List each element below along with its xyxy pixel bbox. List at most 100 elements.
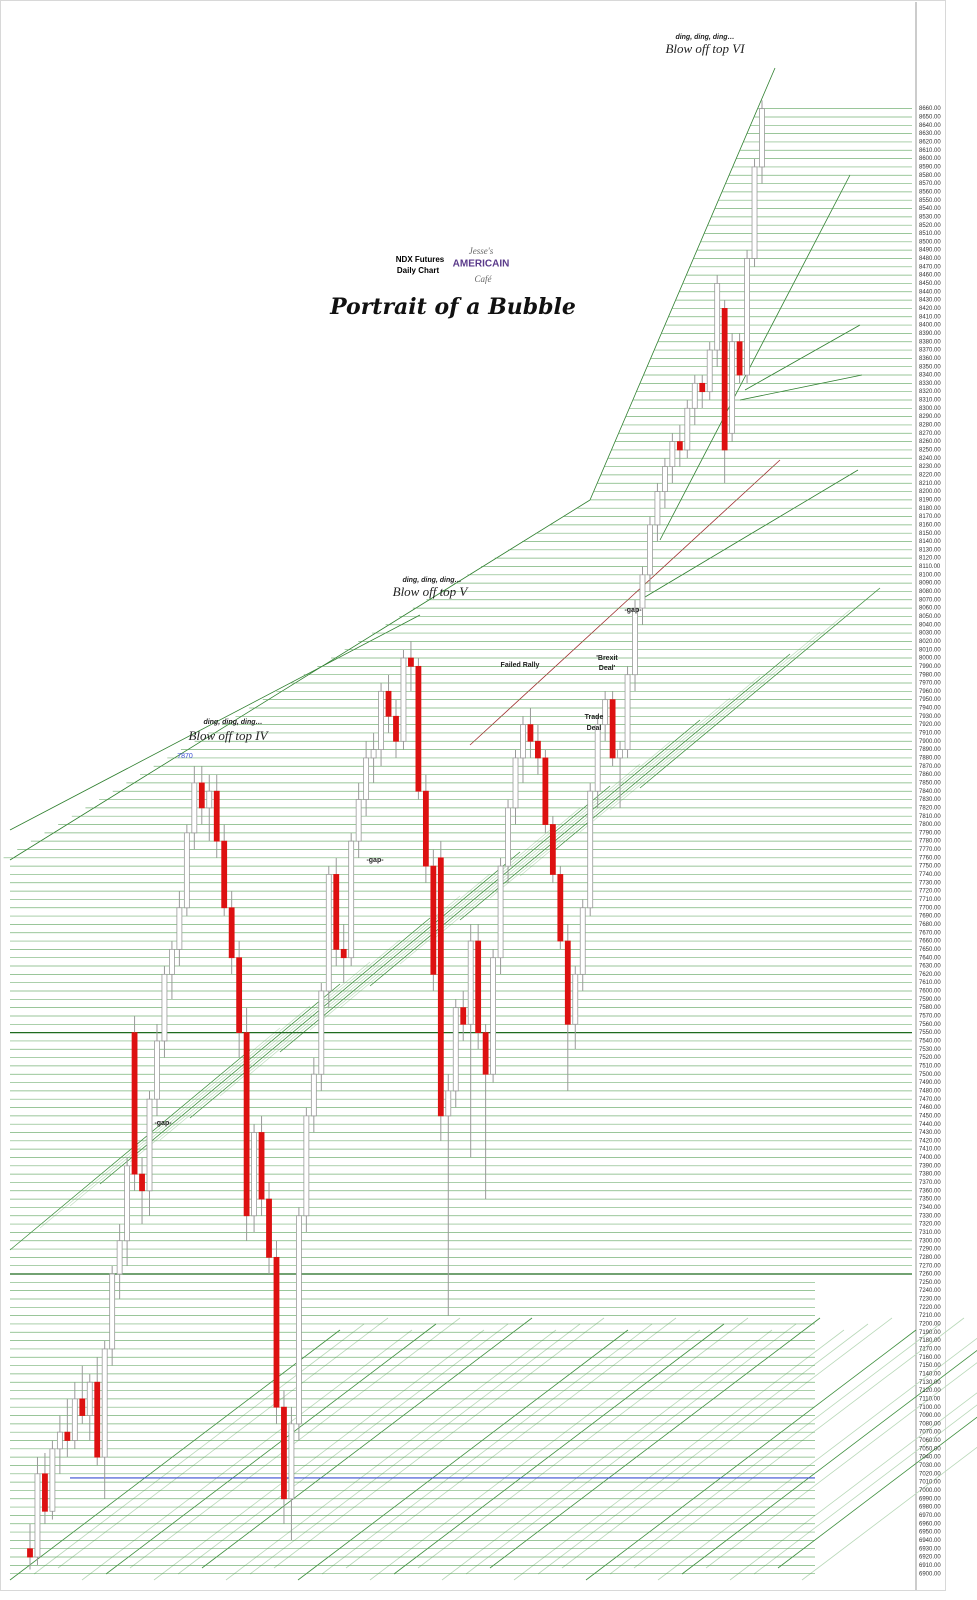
candle-body: [520, 724, 526, 759]
candle-body: [482, 1032, 489, 1075]
y-tick-label: 7280.00: [919, 1255, 941, 1261]
candle-body: [430, 865, 437, 975]
y-tick-label: 8340.00: [919, 373, 941, 379]
y-tick-label: 6990.00: [919, 1496, 941, 1502]
candle-body: [191, 782, 198, 834]
y-tick-label: 7420.00: [919, 1138, 941, 1144]
y-tick-label: 7020.00: [919, 1471, 941, 1477]
annotation: Trade: [585, 714, 604, 721]
y-tick-label: 7380.00: [919, 1172, 941, 1178]
trend-line: [9, 614, 421, 831]
annotation: 7870: [177, 753, 193, 760]
y-tick-label: 7550.00: [919, 1030, 941, 1036]
logo-text: AMERICAIN: [453, 259, 510, 270]
y-tick-label: 8130.00: [919, 547, 941, 553]
y-tick-label: 7330.00: [919, 1213, 941, 1219]
y-tick-label: 7860.00: [919, 772, 941, 778]
trend-line: [609, 609, 851, 811]
y-tick-label: 7190.00: [919, 1330, 941, 1336]
y-tick-label: 7490.00: [919, 1080, 941, 1086]
candle-body: [310, 1073, 317, 1117]
candle-body: [378, 690, 384, 750]
y-tick-label: 7060.00: [919, 1438, 941, 1444]
y-tick-label: 8560.00: [919, 189, 941, 195]
y-tick-label: 7500.00: [919, 1072, 941, 1078]
annotation: Deal': [599, 665, 616, 672]
y-tick-label: 8170.00: [919, 514, 941, 520]
y-tick-label: 8160.00: [919, 522, 941, 528]
y-tick-label: 7840.00: [919, 789, 941, 795]
trend-line: [561, 1317, 893, 1569]
y-tick-label: 7940.00: [919, 706, 941, 712]
annotation: ding, ding, ding…: [675, 34, 734, 41]
y-tick-label: 8580.00: [919, 173, 941, 179]
candle-body: [198, 782, 205, 809]
annotation: -gap-: [624, 607, 642, 614]
trend-line: [153, 1329, 485, 1581]
trend-line: [81, 1329, 413, 1581]
y-tick-label: 6970.00: [919, 1513, 941, 1519]
y-tick-label: 7970.00: [919, 681, 941, 687]
y-tick-label: 7920.00: [919, 722, 941, 728]
y-tick-label: 7650.00: [919, 947, 941, 953]
logo-text: Jesse's: [469, 246, 494, 256]
y-tick-label: 7180.00: [919, 1338, 941, 1344]
y-tick-label: 7370.00: [919, 1180, 941, 1186]
candle-body: [415, 665, 422, 792]
annotation: 'Brexit: [596, 655, 618, 662]
y-tick-label: 7400.00: [919, 1155, 941, 1161]
y-tick-label: 7590.00: [919, 997, 941, 1003]
candle-body: [124, 1165, 131, 1242]
trend-line: [657, 1337, 977, 1581]
y-tick-label: 8090.00: [919, 581, 941, 587]
candle-body: [64, 1431, 71, 1441]
candle-body: [27, 1548, 33, 1558]
annotation: ding, ding, ding…: [203, 719, 262, 726]
trend-line: [201, 1317, 533, 1569]
trend-line: [777, 1416, 977, 1569]
y-tick-label: 8360.00: [919, 356, 941, 362]
y-tick-label: 8350.00: [919, 364, 941, 370]
annotation: -gap-: [154, 1120, 172, 1127]
candle-body: [236, 957, 243, 1034]
frame: [0, 0, 946, 1591]
y-tick-label: 8420.00: [919, 306, 941, 312]
candle-body: [654, 491, 661, 526]
candle-body: [154, 1040, 160, 1100]
candle-body: [243, 1032, 250, 1217]
trend-line: [273, 1317, 605, 1569]
y-tick-label: 7890.00: [919, 747, 941, 753]
logo-text: Café: [475, 274, 493, 284]
y-tick-label: 7910.00: [919, 731, 941, 737]
trend-line: [9, 1329, 341, 1581]
candle-body: [139, 1173, 145, 1192]
y-tick-label: 7870.00: [919, 764, 941, 770]
y-tick-label: 7460.00: [919, 1105, 941, 1111]
candle-body: [355, 799, 362, 842]
candle-body: [691, 382, 698, 409]
candle-body: [557, 874, 564, 942]
y-tick-label: 8240.00: [919, 456, 941, 462]
y-tick-label: 8480.00: [919, 256, 941, 262]
candle-body: [295, 1215, 302, 1425]
y-tick-label: 7340.00: [919, 1205, 941, 1211]
candle-body: [617, 749, 623, 759]
y-tick-label: 8280.00: [919, 423, 941, 429]
y-tick-label: 7430.00: [919, 1130, 941, 1136]
y-tick-label: 8000.00: [919, 656, 941, 662]
trend-line: [513, 1329, 845, 1581]
y-tick-label: 7000.00: [919, 1488, 941, 1494]
y-tick-label: 8220.00: [919, 472, 941, 478]
trend-line: [219, 895, 461, 1097]
trend-line: [589, 67, 776, 501]
y-tick-label: 7570.00: [919, 1014, 941, 1020]
candle-body: [325, 874, 332, 992]
trend-line: [129, 1317, 461, 1569]
y-tick-label: 7640.00: [919, 955, 941, 961]
y-tick-label: 7610.00: [919, 980, 941, 986]
y-tick-label: 7760.00: [919, 855, 941, 861]
candle-body: [729, 341, 736, 434]
candle-body: [699, 382, 706, 393]
candle-body: [176, 907, 183, 950]
annotation: Deal: [587, 725, 602, 732]
